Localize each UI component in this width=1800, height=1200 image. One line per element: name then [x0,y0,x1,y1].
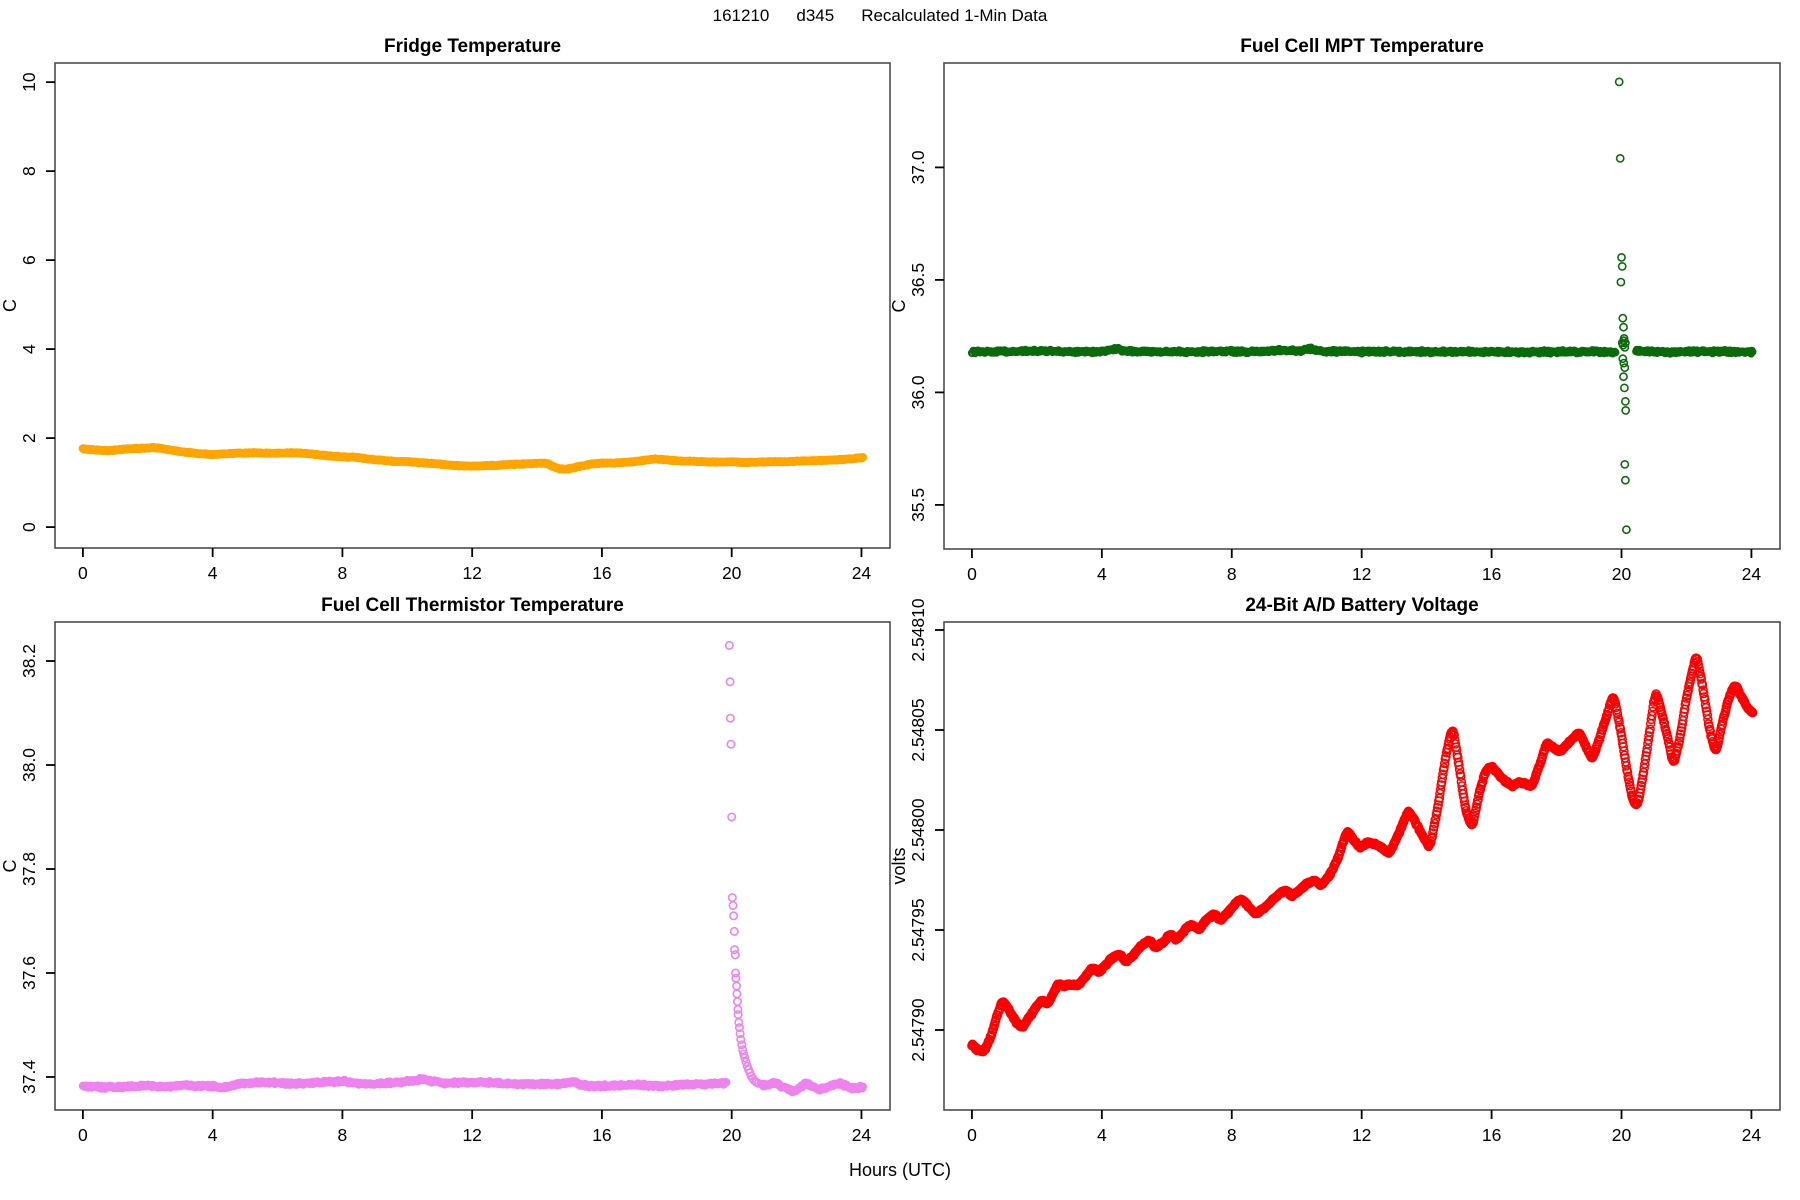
panel-title: Fuel Cell Thermistor Temperature [321,595,624,616]
plot-box [54,621,891,1111]
y-tick-label: 36.0 [908,375,928,409]
x-tick-label: 20 [722,1125,742,1145]
y-axis-ticks: 37.4 37.6 37.8 38.0 38.2 [19,644,55,1094]
y-tick-label: 2 [19,433,39,443]
figure-title-desc: Recalculated 1-Min Data [861,6,1048,25]
y-tick-label: 37.0 [908,150,928,184]
plot-box [54,62,891,549]
y-tick-label: 0 [19,522,39,532]
x-tick-label: 8 [1227,564,1237,584]
x-tick-label: 16 [1482,564,1501,584]
y-tick-label: 38.2 [19,644,39,678]
y-tick-label: 2.54795 [908,898,928,961]
x-tick-label: 12 [1352,1125,1371,1145]
x-tick-label: 20 [1612,564,1632,584]
y-axis-title: C [0,860,20,873]
y-tick-label: 36.5 [908,263,928,297]
y-tick-label: 2.54810 [908,598,928,662]
x-axis-ticks: 0 4 8 12 16 20 24 [78,548,871,583]
figure-title-day: d345 [796,6,835,25]
x-tick-label: 16 [592,1125,611,1145]
y-axis-title: C [889,300,909,313]
x-tick-label: 4 [1097,1125,1107,1145]
panel-fuel-cell-mpt-temperature: 0 4 8 12 16 20 24 35.5 36.0 36.5 37.0 Fuel Cell MPT… [889,36,1781,584]
data-points-layer [78,640,868,1097]
x-axis-ticks: 0 4 8 12 16 20 24 [967,549,1761,584]
y-tick-label: 38.0 [19,748,39,782]
figure-title: 161210 d345 Recalculated 1-Min Data [0,6,1760,26]
x-tick-label: 16 [592,563,611,583]
y-axis-title: volts [889,847,909,884]
y-tick-label: 4 [19,344,39,354]
y-tick-label: 37.4 [19,1060,39,1094]
panel-title: Fuel Cell MPT Temperature [1240,36,1484,57]
x-tick-label: 8 [338,563,348,583]
x-tick-label: 20 [722,563,742,583]
y-tick-label: 2.54805 [908,698,928,761]
x-tick-label: 0 [967,1125,977,1145]
x-tick-label: 24 [1742,564,1762,584]
plot-box [943,62,1781,550]
x-tick-label: 0 [967,564,977,584]
panel-title: 24-Bit A/D Battery Voltage [1245,595,1478,616]
x-tick-label: 0 [78,563,88,583]
x-tick-label: 8 [338,1125,348,1145]
data-points-layer [967,77,1757,535]
panel-title: Fridge Temperature [384,36,561,57]
data-points-layer [78,443,868,474]
x-tick-label: 4 [208,563,218,583]
x-tick-label: 8 [1227,1125,1237,1145]
y-tick-label: 37.8 [19,852,39,886]
x-tick-label: 0 [78,1125,88,1145]
x-tick-label: 24 [852,1125,872,1145]
x-tick-label: 4 [208,1125,218,1145]
x-tick-label: 20 [1612,1125,1632,1145]
figure-title-date: 161210 [712,6,770,25]
y-tick-label: 8 [19,166,39,176]
y-axis-title: C [0,299,20,312]
y-tick-label: 10 [19,72,39,92]
x-tick-label: 12 [462,563,481,583]
y-axis-ticks: 35.5 36.0 36.5 37.0 [908,150,944,522]
x-axis-label: Hours (UTC) [849,1160,951,1180]
x-tick-label: 4 [1097,564,1107,584]
y-tick-label: 35.5 [908,488,928,522]
y-tick-label: 37.6 [19,956,39,990]
x-tick-label: 12 [462,1125,481,1145]
y-tick-label: 2.54800 [908,798,928,862]
y-tick-label: 6 [19,255,39,265]
x-tick-label: 24 [852,563,872,583]
x-axis-ticks: 0 4 8 12 16 20 24 [78,1110,871,1145]
data-points-layer [967,653,1758,1057]
y-axis-ticks: 2.54790 2.54795 2.54800 2.54805 2.54810 [908,598,944,1062]
x-axis-ticks: 0 4 8 12 16 20 24 [967,1110,1761,1145]
x-tick-label: 16 [1482,1125,1501,1145]
panel-fuel-cell-thermistor-temperature: 0 4 8 12 16 20 24 37.4 37.6 37.8 38.0 38.2 Fuel Cell… [0,595,891,1145]
panel-24-bit-a-d-battery-voltage: 0 4 8 12 16 20 242.547902.547952.548002.548052… [889,595,1781,1145]
x-tick-label: 24 [1742,1125,1762,1145]
y-tick-label: 2.54790 [908,998,928,1062]
x-tick-label: 12 [1352,564,1371,584]
y-axis-ticks: 0 2 4 6 8 10 [19,72,55,532]
